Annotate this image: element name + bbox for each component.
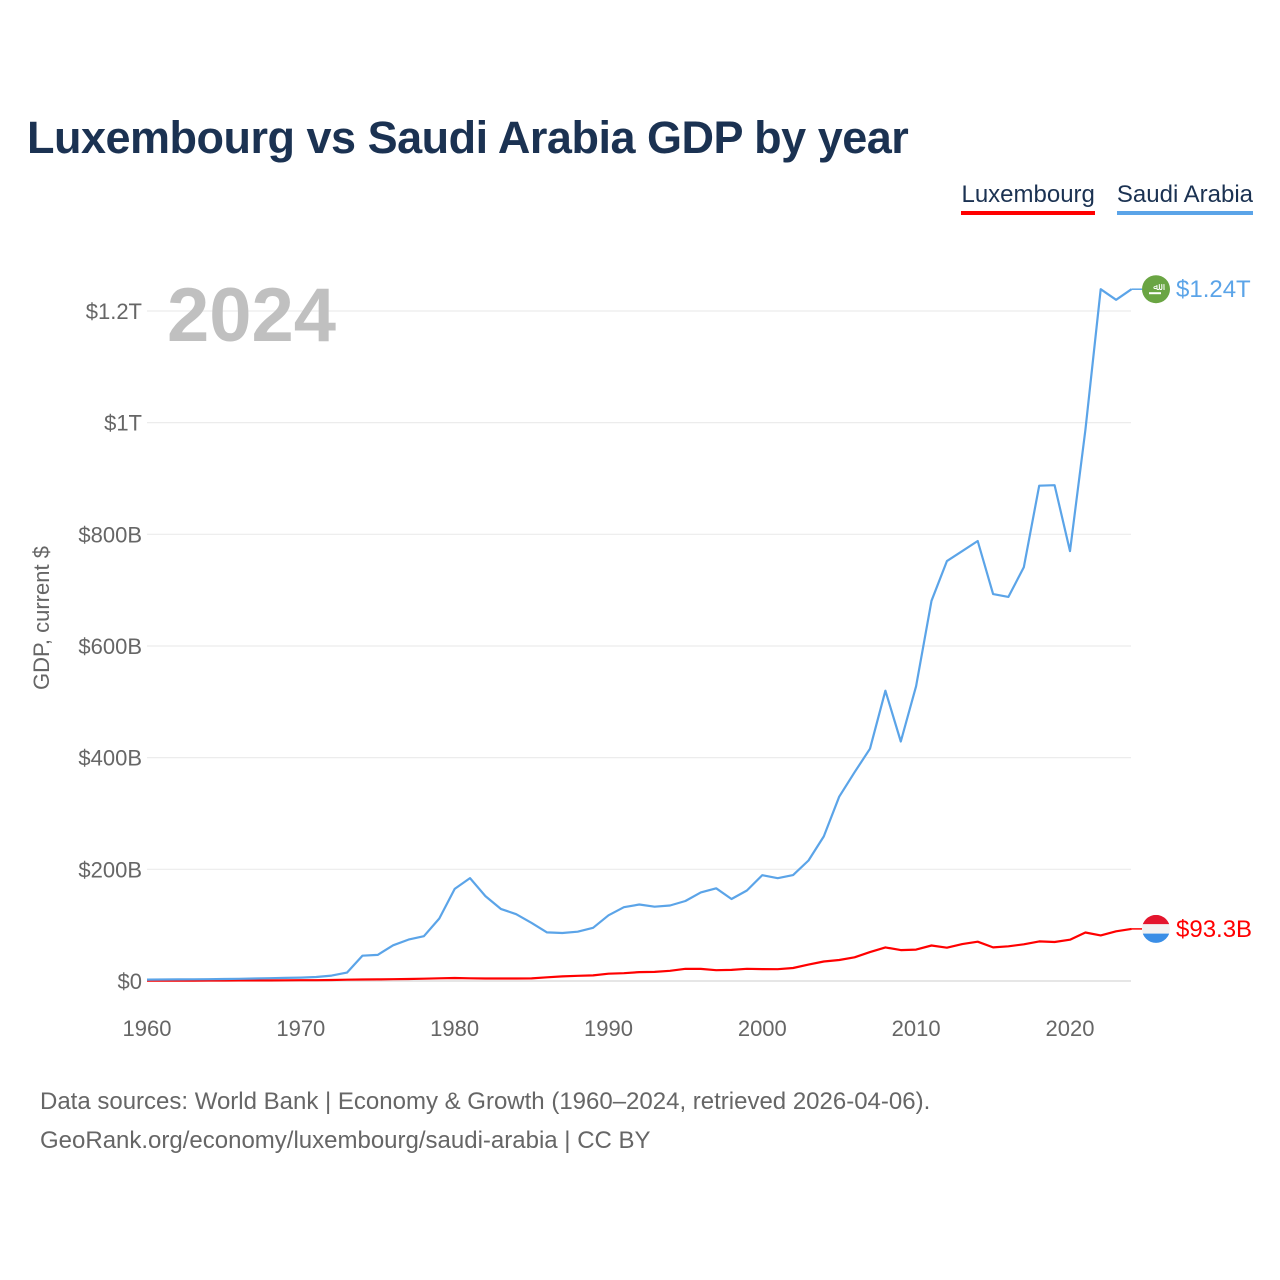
x-tick-label: 1970: [276, 1016, 325, 1041]
y-tick-label: $1T: [104, 411, 142, 436]
x-tick-label: 2020: [1045, 1016, 1094, 1041]
legend-item-luxembourg[interactable]: Luxembourg: [961, 181, 1095, 215]
source-link[interactable]: GeoRank.org/economy/luxembourg/saudi-ara…: [40, 1127, 651, 1154]
data-sources: Data sources: World Bank | Economy & Gro…: [40, 1088, 931, 1115]
y-axis-label: GDP, current $: [29, 546, 54, 690]
saudi-arabia-flag-icon: [1142, 275, 1170, 304]
series-line-saudi-arabia: [146, 288, 1133, 981]
legend: Luxembourg Saudi Arabia: [961, 181, 1253, 215]
footer: Data sources: World Bank | Economy & Gro…: [40, 1082, 930, 1160]
flag-stripe: [1142, 924, 1170, 934]
flag-sword: [1149, 292, 1161, 295]
y-tick-label: $400B: [78, 746, 142, 771]
end-value-label: $93.3B: [1176, 916, 1252, 943]
legend-item-saudi-arabia[interactable]: Saudi Arabia: [1116, 181, 1253, 215]
y-tick-label: $200B: [78, 857, 142, 882]
chart-title: Luxembourg vs Saudi Arabia GDP by year: [27, 112, 909, 163]
y-tick-label: $0: [118, 969, 142, 994]
x-tick-label: 2010: [892, 1016, 941, 1041]
end-value-label: $1.24T: [1176, 276, 1251, 303]
current-year-label: 2024: [167, 273, 337, 358]
y-tick-label: $600B: [78, 634, 142, 659]
flag-stripe: [1142, 933, 1170, 943]
flag-stripe: [1142, 914, 1170, 925]
x-tick-label: 2000: [738, 1016, 787, 1041]
y-tick-label: $800B: [78, 522, 142, 547]
x-tick-label: 1960: [123, 1016, 172, 1041]
x-tick-label: 1990: [584, 1016, 633, 1041]
x-tick-label: 1980: [430, 1016, 479, 1041]
series-line-luxembourg: [147, 927, 1132, 982]
y-tick-label: $1.2T: [86, 299, 142, 324]
